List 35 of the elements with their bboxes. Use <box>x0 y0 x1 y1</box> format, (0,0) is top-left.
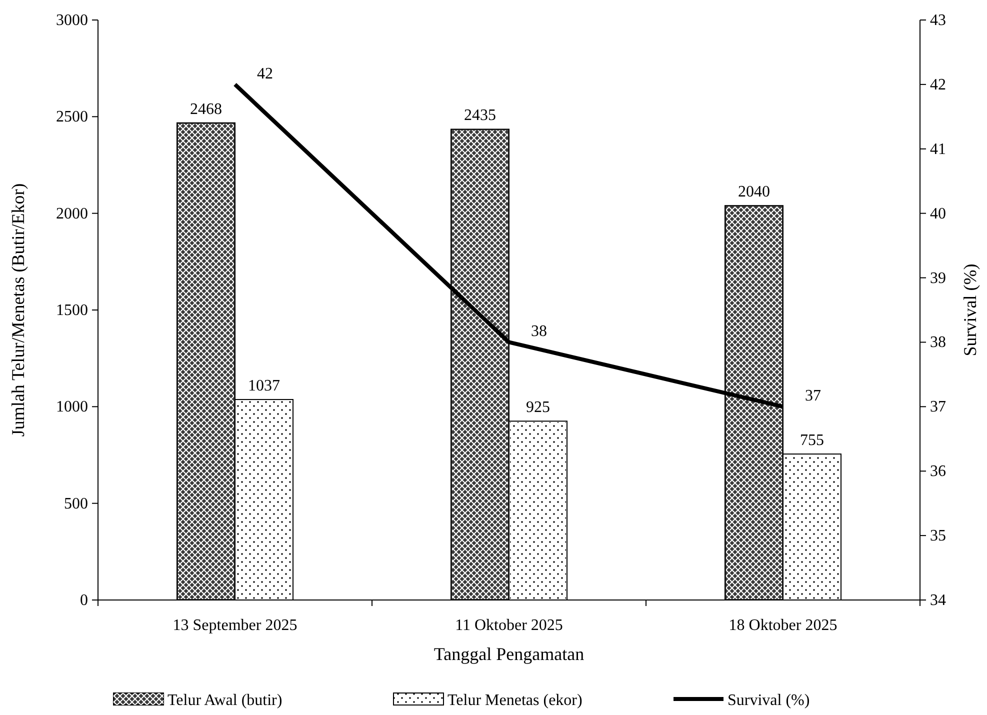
data-label: 2040 <box>738 184 770 201</box>
y-axis-title: Jumlah Telur/Menetas (Butir/Ekor) <box>8 183 28 437</box>
x-axis-title: Tanggal Pengamatan <box>434 644 584 664</box>
y2-tick-label: 40 <box>930 205 946 222</box>
data-label: 2468 <box>190 100 222 118</box>
y-tick-label: 2500 <box>56 108 88 126</box>
data-label: 1037 <box>248 378 280 395</box>
x-tick-label: 13 September 2025 <box>172 617 298 634</box>
y-tick-label: 0 <box>80 592 88 609</box>
y2-tick-label: 37 <box>930 398 946 416</box>
legend-label: Survival (%) <box>728 692 810 709</box>
y-tick-label: 500 <box>64 495 88 512</box>
y2-tick-label: 39 <box>930 270 946 287</box>
y2-tick-label: 38 <box>930 334 946 352</box>
y2-tick-label: 36 <box>930 463 946 480</box>
data-label: 925 <box>526 399 550 416</box>
x-tick-label: 11 Oktober 2025 <box>455 617 563 634</box>
y-tick-label: 3000 <box>56 12 88 29</box>
data-label: 2435 <box>464 107 496 124</box>
y2-tick-label: 35 <box>930 528 946 545</box>
x-tick-label: 18 Oktober 2025 <box>728 617 838 634</box>
y-tick-label: 2000 <box>56 205 88 222</box>
y2-tick-label: 43 <box>930 12 946 29</box>
data-label: 755 <box>800 432 824 450</box>
y2-axis-title: Survival (%) <box>960 264 980 356</box>
legend-label: Telur Menetas (ekor) <box>448 692 582 709</box>
data-label: 37 <box>805 388 821 405</box>
y2-tick-label: 41 <box>930 140 946 158</box>
legend-label: Telur Awal (butir) <box>168 692 282 709</box>
y-tick-label: 1500 <box>56 302 88 319</box>
data-label: 42 <box>257 65 273 82</box>
y2-tick-label: 34 <box>930 592 946 609</box>
data-label: 38 <box>531 323 547 340</box>
y2-tick-label: 42 <box>930 76 946 94</box>
y-tick-label: 1000 <box>56 398 88 416</box>
